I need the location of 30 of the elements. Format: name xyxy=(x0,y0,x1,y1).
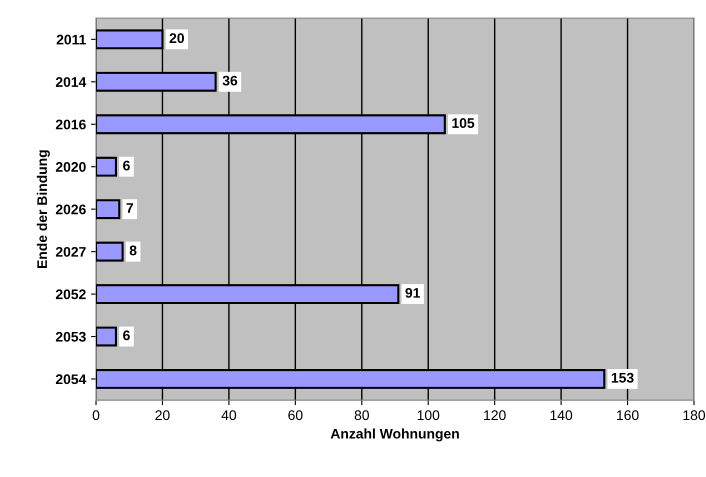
data-label: 8 xyxy=(130,246,137,256)
x-tick-label: 100 xyxy=(418,410,440,420)
x-axis-title: Anzahl Wohnungen xyxy=(330,428,459,442)
x-tick-label: 20 xyxy=(155,410,170,420)
data-label: 7 xyxy=(126,203,134,213)
data-label: 36 xyxy=(222,76,238,86)
y-tick-label: 2053 xyxy=(56,332,86,342)
y-axis-title: Ende der Bindung xyxy=(36,150,50,268)
x-tick-label: 160 xyxy=(617,410,639,420)
y-tick-label: 2011 xyxy=(56,34,86,45)
x-tick-label: 60 xyxy=(288,410,303,420)
y-tick-label: 2054 xyxy=(56,374,86,384)
x-tick-label: 40 xyxy=(221,410,236,420)
y-tick-label: 2052 xyxy=(56,289,86,300)
y-tick-label: 2016 xyxy=(56,120,86,130)
x-tick-label: 0 xyxy=(92,410,100,420)
x-tick-label: 180 xyxy=(683,410,706,420)
data-label: 91 xyxy=(405,288,420,298)
x-tick-label: 140 xyxy=(550,410,572,420)
data-label: 153 xyxy=(612,372,634,383)
y-tick-label: 2027 xyxy=(56,246,86,257)
x-tick-label: 80 xyxy=(354,410,369,420)
y-tick-label: 2026 xyxy=(56,204,86,214)
y-tick-label: 2014 xyxy=(56,77,86,87)
data-label: 20 xyxy=(170,33,184,44)
x-tick-label: 120 xyxy=(484,410,506,420)
data-label: 6 xyxy=(123,160,130,170)
data-label: 6 xyxy=(123,330,130,340)
y-tick-label: 2020 xyxy=(56,162,86,172)
data-label: 105 xyxy=(452,118,474,128)
